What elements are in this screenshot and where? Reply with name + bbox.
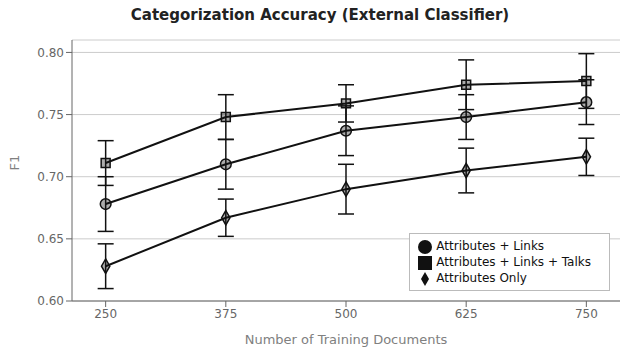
html-text:Attributes + Links + Talks: Attributes + Links + Talks xyxy=(436,255,591,269)
svg-text:0.75: 0.75 xyxy=(37,108,64,122)
svg-text:375: 375 xyxy=(214,307,237,321)
html-text:Attributes Only: Attributes Only xyxy=(436,271,527,285)
svg-text:Number of Training Documents: Number of Training Documents xyxy=(245,332,448,347)
svg-text:250: 250 xyxy=(94,307,117,321)
svg-text:0.70: 0.70 xyxy=(37,170,64,184)
html-text:Attributes + Links: Attributes + Links xyxy=(436,239,545,253)
svg-text:0.60: 0.60 xyxy=(37,294,64,308)
svg-text:750: 750 xyxy=(575,307,598,321)
svg-text:500: 500 xyxy=(335,307,358,321)
svg-text:625: 625 xyxy=(455,307,478,321)
html-text:Categorization Accuracy (Exter: Categorization Accuracy (External Classi… xyxy=(130,6,510,24)
svg-text:F1: F1 xyxy=(8,155,22,171)
svg-text:0.65: 0.65 xyxy=(37,232,64,246)
svg-text:0.80: 0.80 xyxy=(37,46,64,60)
